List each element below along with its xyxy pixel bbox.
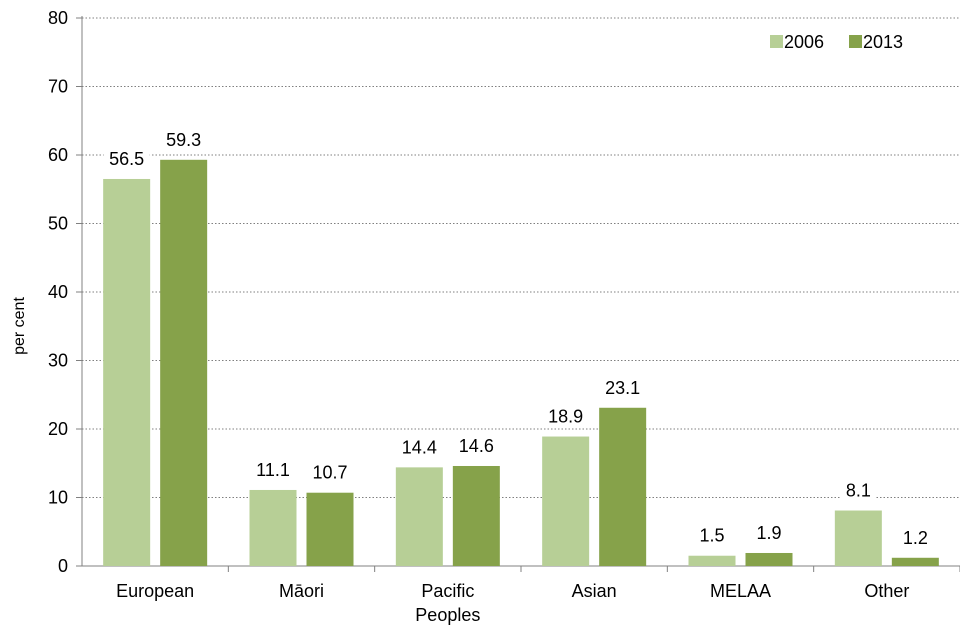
axes: 0 10 20 30 40 50 60 70 80 European Māori Pacific Peo… <box>48 8 960 625</box>
bar-2013-2 <box>452 465 500 566</box>
data-labels: 56.5 59.3 11.1 10.7 14.4 14.6 18.9 23.1 1.5 1.9 8.… <box>103 126 934 549</box>
data-label-bg <box>542 403 589 428</box>
data-label-bg <box>453 432 500 457</box>
y-axis-title: per cent <box>11 297 28 355</box>
legend-swatch-2013 <box>849 35 862 48</box>
bars <box>103 159 939 567</box>
bar-2006-5 <box>834 510 882 566</box>
legend-label: 2006 <box>784 32 824 52</box>
y-tick-label: 30 <box>48 351 68 371</box>
data-label: 8.1 <box>846 481 871 501</box>
category-label: Other <box>864 581 909 601</box>
legend: 2006 2013 <box>770 32 903 52</box>
bar-2006-0 <box>103 178 151 566</box>
data-label-bg <box>396 434 443 459</box>
category-label: Pacific <box>421 581 474 601</box>
bar-2006-1 <box>249 489 297 566</box>
data-label-bg <box>599 374 646 399</box>
bar-2006-3 <box>542 436 590 566</box>
bar-2013-1 <box>306 492 354 566</box>
data-label-bg <box>751 519 787 544</box>
data-label: 59.3 <box>166 130 201 150</box>
bar-2013-0 <box>160 159 208 567</box>
data-label: 23.1 <box>605 378 640 398</box>
data-label-bg <box>103 145 150 170</box>
y-tick-label: 60 <box>48 145 68 165</box>
legend-label: 2013 <box>863 32 903 52</box>
y-tick-label: 80 <box>48 8 68 28</box>
bar-2006-2 <box>395 467 443 566</box>
y-tick-label: 10 <box>48 488 68 508</box>
data-label-bg <box>160 126 207 151</box>
category-label: Peoples <box>415 605 480 625</box>
bar-2013-3 <box>599 407 647 566</box>
category-label: Māori <box>279 581 324 601</box>
bar-2006-4 <box>688 555 736 566</box>
data-label: 1.9 <box>756 523 781 543</box>
y-tick-label: 70 <box>48 77 68 97</box>
data-label: 18.9 <box>548 407 583 427</box>
data-label-bg <box>897 524 934 549</box>
gridlines <box>82 17 960 498</box>
bar-2013-5 <box>891 557 939 566</box>
category-label: MELAA <box>710 581 771 601</box>
data-label-bg <box>250 456 296 481</box>
category-label: Asian <box>572 581 617 601</box>
data-label: 14.4 <box>402 437 437 457</box>
data-label-bg <box>694 522 730 547</box>
data-label: 10.7 <box>312 463 347 483</box>
y-tick-label: 40 <box>48 282 68 302</box>
y-tick-label: 50 <box>48 214 68 234</box>
data-label-bg <box>307 459 353 484</box>
data-label: 1.2 <box>903 528 928 548</box>
category-label: European <box>116 581 194 601</box>
y-tick-label: 0 <box>58 556 68 576</box>
bar-2013-4 <box>745 552 793 566</box>
data-label: 56.5 <box>109 149 144 169</box>
data-label: 14.6 <box>459 436 494 456</box>
y-tick-label: 20 <box>48 419 68 439</box>
data-label: 11.1 <box>256 460 290 480</box>
legend-swatch-2006 <box>770 35 783 48</box>
data-label-bg <box>840 477 877 502</box>
data-label: 1.5 <box>699 526 724 546</box>
